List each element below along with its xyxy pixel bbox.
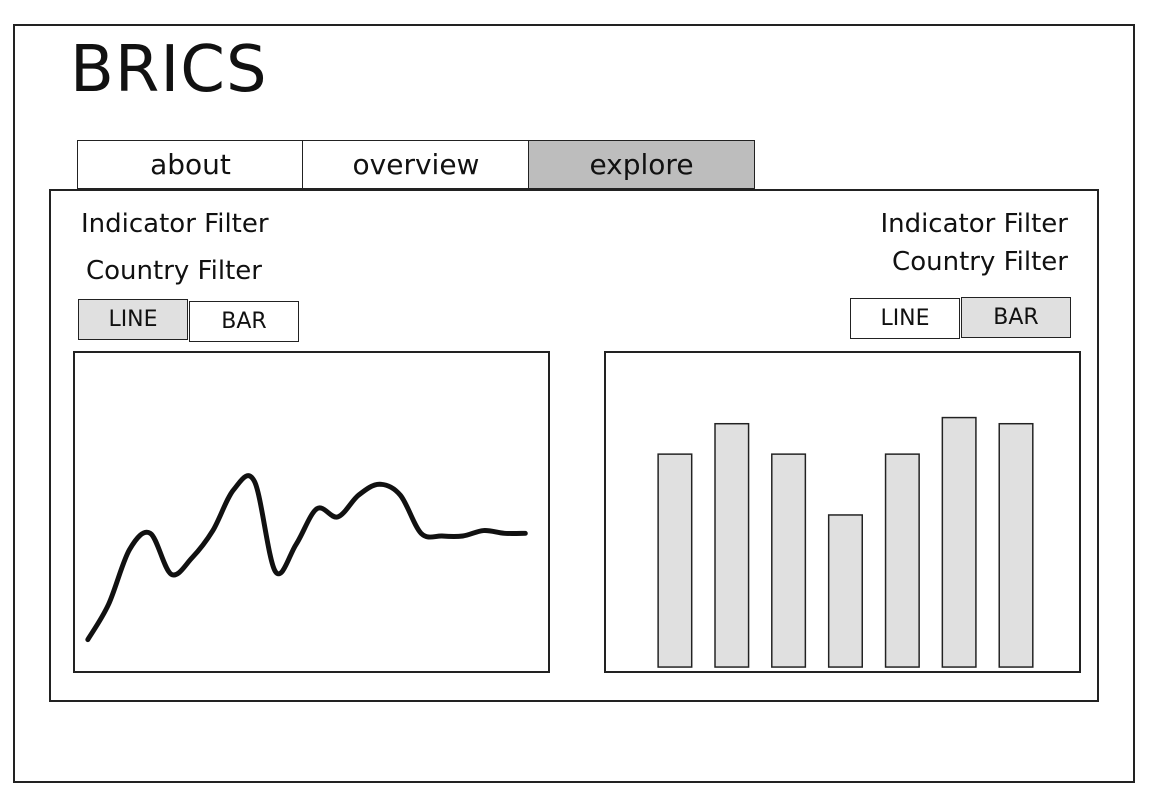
explore-panel bbox=[49, 189, 1099, 702]
bar-chart-svg bbox=[657, 416, 1034, 668]
tab-about-label: about bbox=[150, 148, 231, 181]
left-bar-button[interactable]: BAR bbox=[189, 301, 299, 342]
bar-6 bbox=[941, 416, 977, 668]
line-chart bbox=[73, 351, 550, 673]
bar-2 bbox=[714, 422, 750, 668]
right-bar-button-label: BAR bbox=[993, 305, 1039, 330]
window-frame bbox=[13, 24, 1135, 783]
bar-1 bbox=[657, 453, 693, 668]
right-line-button[interactable]: LINE bbox=[850, 298, 960, 339]
bar-3 bbox=[771, 453, 807, 668]
page-title: BRICS bbox=[70, 33, 268, 107]
tab-explore-label: explore bbox=[589, 148, 694, 181]
left-indicator-filter[interactable]: Indicator Filter bbox=[81, 209, 269, 239]
line-series bbox=[85, 473, 528, 643]
right-bar-button[interactable]: BAR bbox=[961, 297, 1071, 338]
right-country-filter[interactable]: Country Filter bbox=[892, 247, 1068, 277]
line-chart-svg bbox=[85, 473, 528, 643]
bar-7 bbox=[998, 422, 1034, 668]
right-line-button-label: LINE bbox=[880, 306, 930, 331]
tab-explore[interactable]: explore bbox=[528, 140, 755, 189]
bar-5 bbox=[884, 453, 920, 668]
left-country-filter[interactable]: Country Filter bbox=[86, 256, 262, 286]
bar-chart bbox=[604, 351, 1081, 673]
tab-overview-label: overview bbox=[352, 148, 480, 181]
bar-4 bbox=[827, 514, 863, 668]
tab-about[interactable]: about bbox=[77, 140, 304, 189]
right-indicator-filter[interactable]: Indicator Filter bbox=[880, 209, 1068, 239]
tab-overview[interactable]: overview bbox=[302, 140, 530, 189]
left-bar-button-label: BAR bbox=[221, 309, 267, 334]
left-line-button[interactable]: LINE bbox=[78, 299, 188, 340]
left-line-button-label: LINE bbox=[108, 307, 158, 332]
